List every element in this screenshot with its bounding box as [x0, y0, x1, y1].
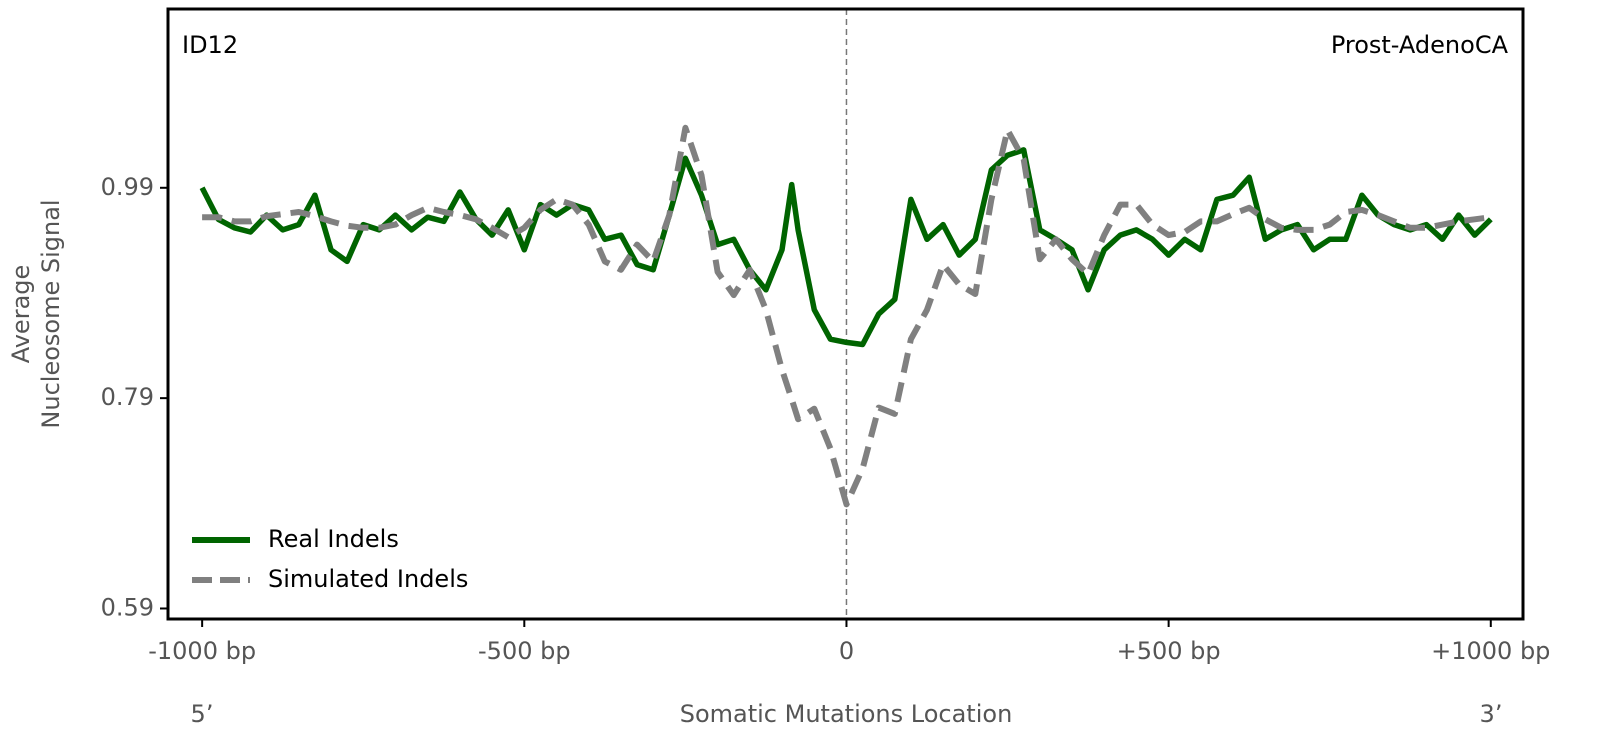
y-tick-label: 0.99 [101, 173, 154, 201]
legend-label: Simulated Indels [268, 565, 468, 593]
five-prime-label: 5’ [191, 700, 214, 728]
y-axis-label-line: Nucleosome Signal [37, 199, 65, 428]
y-axis-label: Average Nucleosome Signal [7, 199, 65, 428]
three-prime-label: 3’ [1480, 700, 1503, 728]
plot-frame [166, 7, 1525, 621]
legend-label: Real Indels [268, 525, 399, 553]
x-axis-label: Somatic Mutations Location [680, 700, 1013, 728]
y-tick-label: 0.59 [101, 593, 154, 621]
cancer-type-label: Prost-AdenoCA [1331, 31, 1509, 59]
y-axis-label-line: Average [7, 265, 35, 364]
x-tick-label: -1000 bp [148, 637, 256, 665]
x-tick-label: +500 bp [1117, 637, 1221, 665]
x-tick-label: 0 [839, 637, 854, 665]
y-tick-label: 0.79 [101, 383, 154, 411]
x-tick-label: -500 bp [478, 637, 571, 665]
series-line [199, 147, 1493, 348]
series-line [202, 124, 1492, 508]
x-tick-label: +1000 bp [1431, 637, 1550, 665]
signature-label: ID12 [182, 31, 238, 59]
